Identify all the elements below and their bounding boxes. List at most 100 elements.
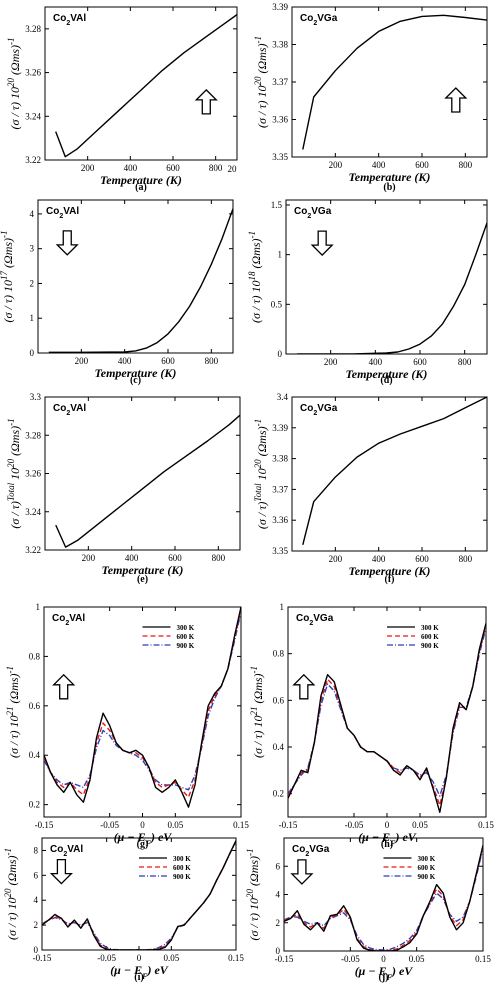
y-tick-label: 6 (276, 861, 281, 871)
y-tick-label: 0.2 (273, 789, 284, 799)
x-tick-label: -0.05 (100, 820, 119, 830)
y-tick-label: 3.26 (25, 68, 41, 78)
y-tick-label: 0.5 (271, 299, 283, 309)
x-tick-label: 200 (324, 357, 338, 367)
series-line-300k (284, 844, 483, 951)
y-axis-label: (σ / τ) 1020 (Ωms)-1 (245, 848, 261, 940)
material-label: Co2VAl (53, 403, 86, 417)
x-tick-label: -0.15 (275, 954, 294, 964)
legend-label: 900 K (421, 642, 439, 650)
plot-frame (287, 606, 487, 818)
legend-label: 600 K (418, 864, 436, 872)
legend-label: 300 K (418, 855, 436, 863)
series-line-300k (288, 623, 486, 813)
y-tick-label: 4 (276, 890, 281, 900)
arrow-down-icon (49, 858, 73, 885)
x-tick-label: 800 (212, 553, 226, 563)
arrow-down-icon (55, 230, 79, 256)
arrow-up-icon (194, 88, 218, 115)
material-label: Co2VGa (292, 844, 330, 858)
x-tick-label: 400 (118, 356, 132, 366)
x-tick-label: 800 (458, 357, 472, 367)
chart-panel-e: 200 400 600 800 3.22 3.24 3.26 3.28 3.3 Co2VAl (σ … (6, 392, 241, 585)
x-tick-label: 200 (329, 160, 343, 170)
plot-frame (291, 6, 488, 158)
arrow-up-icon (444, 87, 468, 113)
series-line-900k (284, 847, 483, 951)
x-axis-label: (μ − EF) eV (114, 830, 173, 848)
x-tick-label: 0.05 (409, 954, 425, 964)
y-tick-label: 0 (278, 349, 283, 359)
x-tick-label: 600 (161, 356, 175, 366)
material-label: Co2VAl (46, 206, 79, 220)
chart-panel-b: 200 400 600 800 3.35 3.36 3.37 3.38 3.39 Co2VGa (σ… (253, 2, 488, 193)
x-tick-label: 800 (209, 163, 223, 173)
y-tick-label: 3.38 (272, 40, 288, 50)
x-tick-label: 400 (372, 160, 386, 170)
y-tick-label: 0.6 (29, 701, 41, 711)
series-line-300k (42, 840, 236, 950)
chart-panel-g: -0.15 -0.05 0 0.05 0.15 0.2 0.4 0.6 0.8 1 Co2VAl 30… (5, 602, 249, 850)
y-axis-label: (σ / τ) 1020 (Ωms)-1 (253, 36, 269, 128)
plot-frame (291, 396, 488, 552)
panel-caption: (e) (137, 574, 148, 585)
x-tick-label: -0.15 (33, 953, 52, 963)
y-axis-label: (σ / τ) 1020 (Ωms)-1 (6, 37, 22, 129)
chart-panel-a: 200 400 600 800 3.22 3.24 3.26 3.28 Co2VAl 20 (σ /… (6, 6, 238, 193)
legend-label: 300 K (177, 624, 195, 632)
legend-label: 900 K (177, 642, 195, 650)
y-tick-label: 3.28 (25, 430, 41, 440)
x-tick-label: -0.05 (341, 954, 360, 964)
x-tick-label: 0.05 (167, 820, 183, 830)
panel-caption: (j) (379, 972, 389, 983)
chart-panel-c: 200 400 600 800 0 1 2 3 4 Co2VAl (σ / τ) 1017 (Ωms… (0, 199, 234, 386)
arrow-up-icon (292, 673, 316, 700)
x-tick-label: 0.15 (475, 954, 491, 964)
series-line-main (55, 414, 240, 548)
y-axis-label: (σ / τ) 1018 (Ωms)-1 (247, 231, 263, 323)
y-axis-label: (σ / τ)Total 1020 (Ωms)-1 (6, 418, 22, 528)
y-tick-label: 3.39 (272, 2, 288, 12)
series-line-900k (288, 627, 486, 797)
y-tick-label: 3.36 (272, 115, 288, 125)
y-tick-label: 3.36 (272, 515, 288, 525)
y-axis-label: (σ / τ) 1020 (Ωms)-1 (3, 848, 19, 940)
y-axis-label: (σ / τ) 1021 (Ωms)-1 (5, 666, 21, 758)
x-axis-label: Temperature (K) (349, 564, 431, 578)
panel-caption: (g) (137, 839, 149, 850)
legend-label: 600 K (421, 633, 439, 641)
y-axis-label: (σ / τ) 1021 (Ωms)-1 (249, 666, 265, 758)
y-tick-label: 0 (276, 946, 281, 956)
y-tick-label: 3.3 (30, 392, 42, 402)
stray-text: 20 (228, 164, 238, 174)
y-tick-label: 1 (30, 313, 35, 323)
y-tick-label: 3.26 (25, 469, 41, 479)
x-tick-label: -0.15 (279, 820, 298, 830)
x-tick-label: 0 (381, 954, 386, 964)
y-tick-label: 3.28 (25, 24, 41, 34)
x-tick-label: 200 (329, 554, 343, 564)
x-tick-label: 400 (125, 553, 139, 563)
x-axis-label: Temperature (K) (95, 366, 177, 380)
legend-label: 300 K (173, 855, 191, 863)
series-line-main (55, 14, 237, 158)
y-tick-label: 0 (34, 945, 39, 955)
y-tick-label: 0.8 (29, 651, 41, 661)
plot-frame (44, 6, 238, 161)
x-tick-label: -0.05 (97, 953, 116, 963)
y-tick-label: 0 (30, 348, 35, 358)
x-tick-label: 0.15 (233, 820, 249, 830)
panel-caption: (a) (135, 182, 147, 193)
y-tick-label: 1.5 (271, 200, 283, 210)
x-tick-label: 200 (82, 553, 96, 563)
chart-panel-f: 200 400 600 800 3.35 3.36 3.37 3.38 3.39 3.4 Co2VG… (253, 392, 488, 585)
x-axis-label: Temperature (K) (346, 367, 428, 381)
x-tick-label: 600 (413, 357, 427, 367)
x-tick-label: 600 (168, 553, 182, 563)
x-axis-label: (μ − EF) eV (355, 964, 414, 982)
panel-caption: (f) (385, 574, 395, 585)
x-tick-label: 600 (166, 163, 180, 173)
y-tick-label: 3 (30, 244, 35, 254)
x-axis-label: Temperature (K) (349, 170, 431, 184)
